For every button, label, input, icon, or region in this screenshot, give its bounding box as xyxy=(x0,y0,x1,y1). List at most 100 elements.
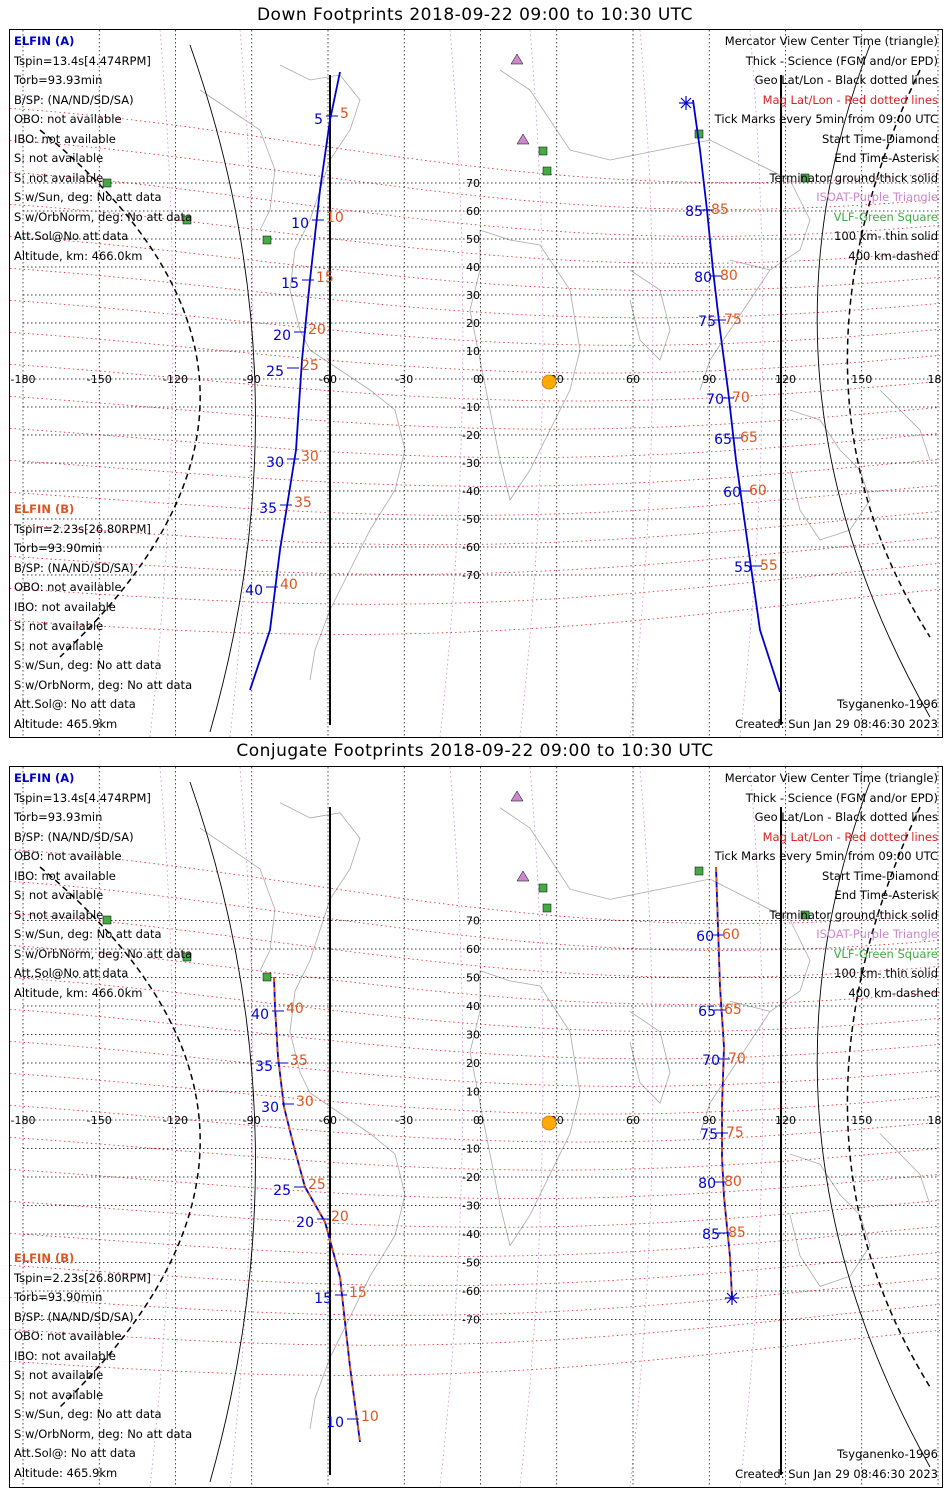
tick-label-a: 20 xyxy=(296,1215,314,1231)
lat-label: -70 xyxy=(462,1314,480,1327)
mag-lat-line xyxy=(10,848,941,925)
tick-label-a: 20 xyxy=(273,328,291,344)
info-line: Torb=93.90min xyxy=(14,1290,103,1304)
coastline xyxy=(879,389,931,461)
lon-label: -30 xyxy=(395,373,413,386)
info-line: Tspin=2.23s[26.80RPM] xyxy=(14,521,151,536)
legend-line: 100 km- thin solid xyxy=(834,966,938,980)
lat-label: 60 xyxy=(466,205,480,218)
info-line: S: not available xyxy=(14,1368,104,1382)
coastline xyxy=(879,1133,931,1206)
tick-label-a: 10 xyxy=(326,1415,344,1431)
legend-line: Mercator View Center Time (triangle) xyxy=(724,34,938,48)
legend-line: Terminator ground-thick solid xyxy=(769,170,938,185)
legend-conjugate: Mercator View Center Time (triangle) Thi… xyxy=(715,769,938,1003)
panel-title-down: Down Footprints 2018-09-22 09:00 to 10:3… xyxy=(256,5,694,25)
vlf-square xyxy=(538,146,548,156)
tick-label-a: 35 xyxy=(255,1059,273,1075)
isoat-triangle xyxy=(510,790,524,802)
lon-label: -60 xyxy=(319,373,337,386)
elfin-b-header: ELFIN (B) xyxy=(14,502,75,516)
created-label: Created: Sun Jan 29 08:46:30 2023 xyxy=(735,717,938,731)
coastline xyxy=(789,1153,871,1287)
elfin-a-info-conjugate: ELFIN (A) Tspin=13.4s[4.474RPM] Torb=93.… xyxy=(14,769,192,1003)
legend-line: Tick Marks every 5min from 09:00 UTC xyxy=(714,112,938,126)
coastline xyxy=(699,269,771,391)
lon-label: 0 xyxy=(477,373,484,386)
info-line: Tspin=13.4s[4.474RPM] xyxy=(14,790,151,805)
tick-label-b: 30 xyxy=(296,1094,314,1110)
coastline xyxy=(789,409,871,541)
lat-label: 60 xyxy=(466,943,480,956)
tick-label-a: 10 xyxy=(291,216,309,232)
lat-label: -30 xyxy=(462,457,480,470)
isoat-line xyxy=(739,767,764,1487)
elfin-b-info-conjugate: ELFIN (B) Tspin=2.23s[26.80RPM] Torb=93.… xyxy=(14,1249,192,1483)
lat-label: 30 xyxy=(466,1029,480,1042)
coastline xyxy=(199,89,276,231)
tick-label-b: 80 xyxy=(724,1174,742,1190)
tick-label-a: 85 xyxy=(685,204,703,220)
lat-label: 50 xyxy=(466,233,480,246)
vlf-square xyxy=(262,235,272,245)
mag-lat-line xyxy=(10,107,941,184)
elfin-b-header: ELFIN (B) xyxy=(14,1251,75,1265)
coastline xyxy=(469,229,581,501)
lon-label: 120 xyxy=(775,373,796,386)
lat-label: 0 xyxy=(473,373,480,386)
panel-title-conjugate: Conjugate Footprints 2018-09-22 09:00 to… xyxy=(236,741,714,761)
tick-label-b: 75 xyxy=(726,1125,744,1141)
lon-label: 90 xyxy=(702,1114,716,1127)
info-line: B/SP: (NA/ND/SD/SA) xyxy=(14,1309,134,1324)
terminator-100km xyxy=(816,781,931,1468)
info-line: Att.Sol@No att data xyxy=(14,229,129,243)
isoat-line xyxy=(439,767,464,1487)
tick-label-a: 5 xyxy=(314,112,323,128)
legend-line: Mag Lat/Lon - Red dotted lines xyxy=(762,92,938,107)
coastline xyxy=(499,69,811,271)
created-label: Created: Sun Jan 29 08:46:30 2023 xyxy=(735,1467,938,1481)
tick-label-a: 40 xyxy=(251,1007,269,1023)
isoat-triangle xyxy=(510,53,524,65)
legend-line: End Time-Asterisk xyxy=(834,151,938,165)
tick-label-b: 25 xyxy=(301,358,319,374)
vlf-square xyxy=(542,166,552,176)
info-line: S w/Sun, deg: No att data xyxy=(14,190,162,204)
vlf-square xyxy=(182,215,192,225)
tick-label-b: 30 xyxy=(301,449,319,465)
tick-label-b: 5 xyxy=(340,106,349,122)
legend-line: VLF-Green Square xyxy=(833,946,938,961)
lon-label: -180 xyxy=(11,1114,36,1127)
tick-label-a: 80 xyxy=(694,270,712,286)
tick-label-b: 70 xyxy=(732,390,750,406)
info-line: S w/OrbNorm, deg: No att data xyxy=(14,1426,193,1441)
terminator-400km xyxy=(39,866,201,1408)
tick-label-a: 40 xyxy=(245,583,263,599)
tick-label-b: 20 xyxy=(331,1209,349,1225)
tick-label-b: 20 xyxy=(308,322,326,338)
lat-label: 10 xyxy=(466,1086,480,1099)
info-line: S w/OrbNorm, deg: No att data xyxy=(14,677,193,692)
info-line: Altitude: 465.9km xyxy=(14,716,118,731)
tick-label-a: 35 xyxy=(259,501,277,517)
tick-label-b: 35 xyxy=(290,1053,308,1069)
lat-label: 0 xyxy=(473,1114,480,1127)
lat-label: 50 xyxy=(466,972,480,985)
tick-label-b: 15 xyxy=(349,1285,367,1301)
elfin-a-track xyxy=(249,71,341,691)
info-line: Att.Sol@No att data xyxy=(14,966,129,980)
legend-line: 400 km-dashed xyxy=(848,248,938,263)
elfin-a-header: ELFIN (A) xyxy=(14,771,75,785)
info-line: Altitude, km: 466.0km xyxy=(14,248,143,263)
lat-label: -20 xyxy=(462,429,480,442)
lat-label: 20 xyxy=(466,317,480,330)
tick-label-a: 55 xyxy=(734,560,752,576)
isoat-line xyxy=(519,767,544,1487)
isoat-line xyxy=(229,767,254,1487)
lat-label: 40 xyxy=(466,1000,480,1013)
tick-label-a: 70 xyxy=(706,392,724,408)
tick-label-a: 15 xyxy=(281,276,299,292)
lon-label: -90 xyxy=(243,1114,261,1127)
info-line: B/SP: (NA/ND/SD/SA) xyxy=(14,829,134,844)
lon-label: -120 xyxy=(163,373,188,386)
